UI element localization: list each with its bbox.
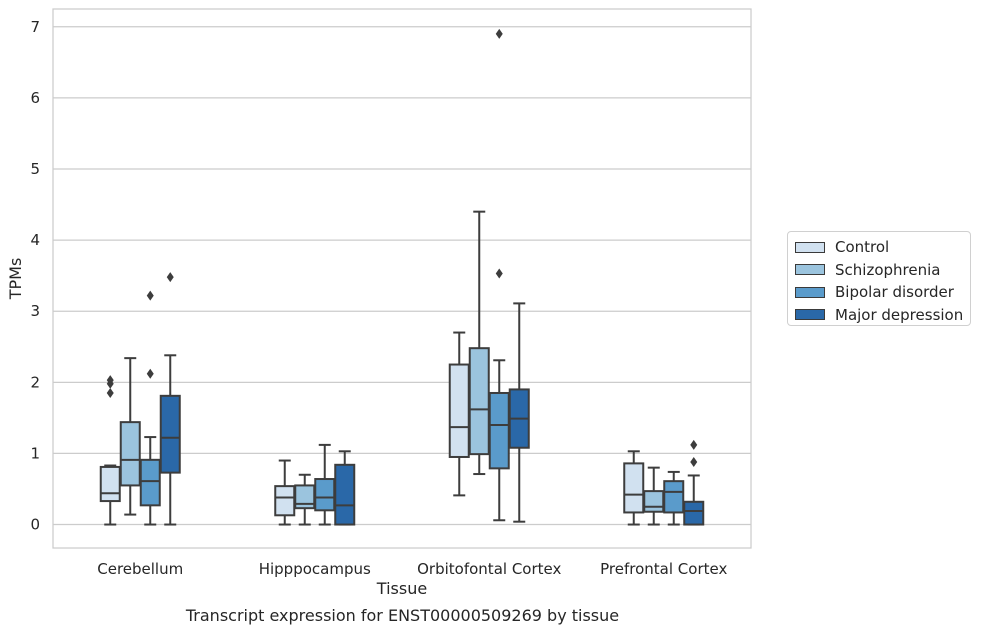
box-iqr: [643, 490, 665, 513]
x-tick-label: Orbitofontal Cortex: [417, 560, 561, 578]
legend-item: Bipolar disorder: [792, 281, 970, 304]
box-iqr: [663, 480, 685, 514]
box-iqr: [448, 363, 470, 458]
box-0-2: [139, 290, 161, 526]
box-iqr: [623, 462, 645, 514]
box-3-3: [683, 439, 705, 526]
box-iqr: [274, 485, 296, 517]
legend-label: Major depression: [835, 305, 964, 324]
outlier-point: [495, 268, 503, 279]
y-tick-label: 5: [30, 160, 40, 178]
y-tick-label: 1: [30, 444, 40, 462]
y-tick-label: 4: [30, 231, 40, 249]
box-2-3: [508, 302, 530, 523]
x-tick-label: Prefrontal Cortex: [600, 560, 727, 578]
legend-item: Control: [792, 236, 970, 259]
y-tick-label: 6: [30, 89, 40, 107]
x-axis-label: Tissue: [376, 579, 427, 598]
x-tick-labels: Cerebellum Hipppocampus Orbitofontal Corte…: [97, 560, 727, 578]
y-axis-label: TPMs: [6, 258, 25, 301]
plot-frame: [52, 8, 752, 549]
legend-label: Schizophrenia: [835, 260, 941, 279]
legend-swatch: [795, 241, 825, 253]
legend-label: Control: [835, 238, 890, 257]
box-iqr: [314, 478, 336, 512]
box-0-0: [99, 375, 121, 526]
box-iqr: [334, 463, 356, 526]
box-1-3: [334, 450, 356, 526]
outlier-point: [146, 290, 154, 301]
box-iqr: [139, 458, 161, 507]
legend-item: Schizophrenia: [792, 259, 970, 282]
legend-swatch: [795, 286, 825, 298]
y-tick-label: 0: [30, 516, 40, 534]
box-iqr: [119, 421, 141, 487]
legend: Control Schizophrenia Bipolar disorder Majo…: [787, 231, 971, 326]
box-iqr: [159, 394, 181, 474]
outlier-point: [146, 368, 154, 379]
outlier-point: [166, 272, 174, 283]
box-iqr: [468, 347, 490, 456]
outlier-point: [495, 28, 503, 39]
box-0-3: [159, 272, 181, 526]
legend-item: Major depression: [792, 304, 970, 327]
box-0-1: [119, 357, 141, 516]
x-tick-label: Cerebellum: [97, 560, 183, 578]
box-3-2: [663, 470, 685, 526]
box-1-0: [274, 459, 296, 526]
box-2-1: [468, 210, 490, 476]
y-tick-label: 3: [30, 302, 40, 320]
y-tick-label: 2: [30, 373, 40, 391]
box-3-0: [623, 450, 645, 526]
y-tick-label: 7: [30, 18, 40, 36]
outlier-point: [106, 375, 114, 386]
box-iqr: [488, 391, 510, 470]
legend-swatch: [795, 309, 825, 321]
boxes: [99, 28, 705, 526]
legend-swatch: [795, 264, 825, 276]
box-iqr: [99, 465, 121, 503]
x-tick-label: Hipppocampus: [259, 560, 371, 578]
box-iqr: [683, 500, 705, 526]
y-tick-labels: 0 1 2 3 4 5 6 7: [30, 18, 40, 534]
outlier-point: [690, 439, 698, 450]
chart-caption: Transcript expression for ENST0000050926…: [185, 606, 620, 625]
outlier-point: [106, 387, 114, 398]
outlier-point: [690, 456, 698, 467]
legend-label: Bipolar disorder: [835, 283, 954, 302]
